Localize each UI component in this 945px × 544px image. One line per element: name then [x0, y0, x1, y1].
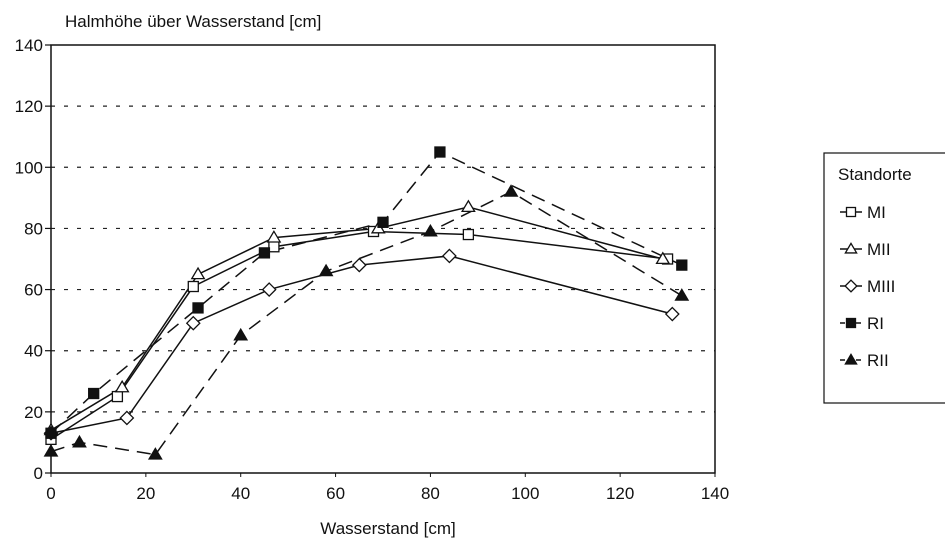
legend-item-mi: MI — [840, 203, 886, 222]
marker-ri — [258, 247, 271, 259]
series-line-miii — [50, 255, 673, 434]
marker-ri — [192, 302, 204, 314]
marker-ri — [676, 259, 688, 271]
legend-item-mii: MII — [840, 240, 891, 259]
legend-label-mii: MII — [867, 240, 891, 259]
x-tick-label: 60 — [326, 484, 345, 503]
marker-ri — [434, 146, 446, 158]
x-tick-label: 20 — [136, 484, 155, 503]
marker-mi — [462, 228, 475, 241]
marker-rii — [423, 223, 438, 237]
x-tick-labels: 0 20 40 60 80 100 120 140 — [46, 473, 729, 503]
y-tick-label: 40 — [24, 342, 43, 361]
marker-mii — [655, 251, 671, 265]
marker-mii — [460, 199, 476, 213]
marker-miii — [351, 257, 367, 273]
legend-marker-rii — [844, 353, 858, 365]
x-tick-label: 0 — [46, 484, 55, 503]
series-line-rii — [50, 190, 683, 456]
x-tick-label: 120 — [606, 484, 634, 503]
y-tick-label: 20 — [24, 403, 43, 422]
legend-label-miii: MIII — [867, 277, 895, 296]
legend-item-miii: MIII — [840, 277, 895, 296]
marker-miii — [185, 315, 201, 331]
x-tick-label: 100 — [511, 484, 539, 503]
marker-ri — [377, 216, 389, 228]
marker-rii — [674, 288, 690, 301]
marker-rii — [503, 184, 519, 197]
marker-mii — [114, 379, 130, 393]
plot-frame — [50, 44, 716, 474]
legend: Standorte MI MII MIII RI RII — [823, 152, 945, 404]
legend-label-mi: MI — [867, 203, 886, 222]
series-markers — [43, 146, 690, 460]
y-tick-label: 0 — [34, 464, 43, 483]
y-tick-label: 80 — [24, 219, 43, 238]
y-tick-label: 60 — [24, 281, 43, 300]
legend-label-rii: RII — [867, 351, 889, 370]
series-line-mii — [50, 206, 664, 431]
legend-title: Standorte — [838, 165, 912, 184]
marker-mi — [111, 390, 124, 403]
marker-rii — [72, 434, 87, 448]
y-tick-label: 120 — [15, 97, 43, 116]
marker-rii — [147, 447, 163, 460]
marker-miii — [261, 282, 277, 297]
marker-rii — [233, 327, 249, 341]
y-tick-labels: 0 20 40 60 80 100 120 140 — [15, 36, 51, 483]
marker-ri — [45, 427, 57, 439]
legend-marker-ri — [845, 317, 857, 329]
marker-mii — [266, 230, 282, 243]
x-axis-title: Wasserstand [cm] — [320, 519, 455, 538]
marker-miii — [664, 306, 680, 322]
legend-marker-miii — [844, 279, 858, 293]
legend-item-ri: RI — [840, 314, 884, 333]
legend-marker-mii — [844, 242, 858, 254]
marker-mi — [187, 280, 199, 293]
marker-rii — [318, 263, 334, 277]
legend-box — [823, 152, 945, 404]
marker-miii — [441, 248, 457, 264]
legend-item-rii: RII — [840, 351, 889, 370]
x-tick-label: 40 — [231, 484, 250, 503]
series-lines — [50, 151, 683, 456]
marker-mi — [268, 241, 280, 253]
x-tick-label: 140 — [701, 484, 729, 503]
marker-mii — [190, 266, 206, 280]
y-axis-title: Halmhöhe über Wasserstand [cm] — [65, 12, 321, 31]
gridlines — [51, 105, 715, 413]
marker-miii — [119, 410, 135, 426]
legend-label-ri: RI — [867, 314, 884, 333]
y-tick-label: 100 — [15, 158, 43, 177]
marker-ri — [88, 387, 100, 400]
legend-marker-mi — [845, 206, 857, 218]
marker-rii — [43, 444, 59, 457]
x-tick-label: 80 — [421, 484, 440, 503]
y-tick-label: 140 — [15, 36, 43, 55]
